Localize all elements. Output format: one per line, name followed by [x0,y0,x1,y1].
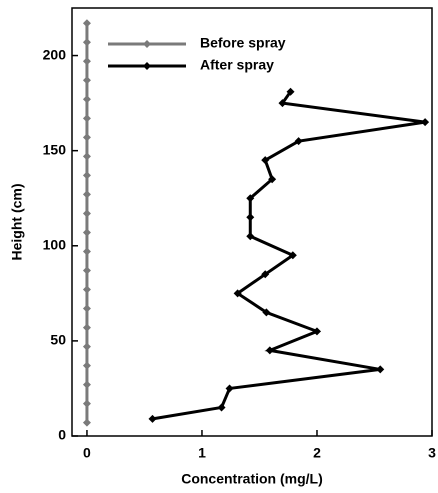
point [82,133,91,142]
x-tick-label: 3 [428,445,436,461]
point [286,87,295,96]
point [148,414,157,423]
point [82,361,91,370]
point [261,156,270,165]
point [82,304,91,313]
point [82,342,91,351]
point [217,403,226,412]
point [246,194,255,203]
point [312,327,321,336]
point [246,213,255,222]
point [82,285,91,294]
point [82,57,91,66]
point [262,308,271,317]
y-tick-label: 100 [43,236,67,252]
point [82,95,91,104]
point [82,266,91,275]
y-tick-label: 150 [43,141,67,157]
legend-marker [143,40,151,48]
y-axis-label: Height (cm) [9,184,25,261]
point [294,137,303,146]
legend-label: After spray [200,57,274,73]
point [421,118,430,127]
legend-marker [143,62,151,70]
x-axis-label: Concentration (mg/L) [181,471,323,487]
point [278,99,287,108]
point [82,190,91,199]
point [82,247,91,256]
series-line [152,90,426,421]
x-tick-label: 1 [198,445,206,461]
y-tick-label: 0 [58,427,66,443]
point [225,384,234,393]
point [82,228,91,237]
point [82,323,91,332]
point [246,232,255,241]
point [261,270,270,279]
point [82,380,91,389]
point [288,251,297,260]
point [82,418,91,427]
point [82,76,91,85]
plot-frame [71,7,433,437]
point [82,152,91,161]
point [82,399,91,408]
point [265,346,274,355]
y-tick-label: 200 [43,46,67,62]
point [82,38,91,47]
x-tick-label: 0 [83,445,91,461]
legend-label: Before spray [200,35,286,51]
point [82,114,91,123]
point [268,175,277,184]
point [376,365,385,374]
point [82,209,91,218]
point [233,289,242,298]
y-tick-label: 50 [50,332,66,348]
point [82,171,91,180]
x-tick-label: 2 [313,445,321,461]
point [82,19,91,28]
